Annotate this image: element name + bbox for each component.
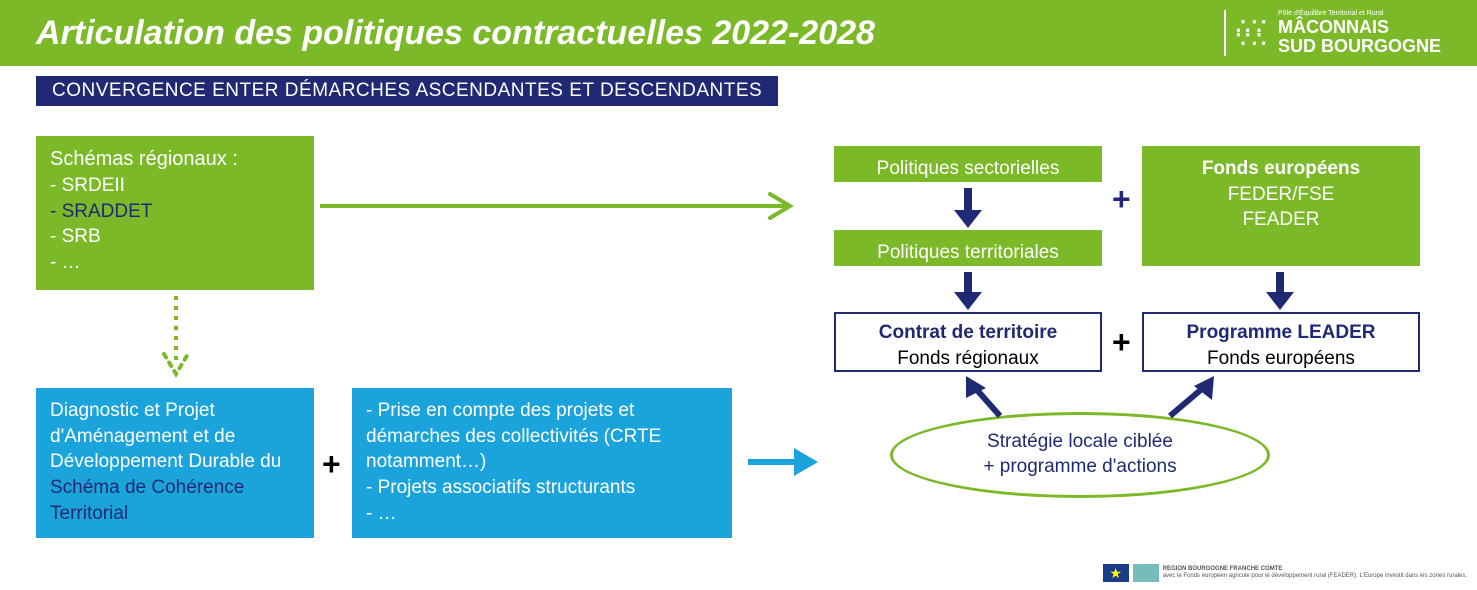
box-politiques-territoriales: Politiques territoriales	[834, 230, 1102, 266]
logo-dots-icon: ∴∵∵∴	[1236, 20, 1268, 46]
footer-region: REGION BOURGOGNE FRANCHE COMTE	[1163, 566, 1283, 572]
footer-note: avec le Fonds européen agricole pour le …	[1163, 573, 1467, 579]
logo-line1: MÂCONNAIS	[1278, 17, 1389, 37]
subtitle-bar: CONVERGENCE ENTER DÉMARCHES ASCENDANTES …	[36, 76, 778, 106]
page-title: Articulation des politiques contractuell…	[36, 14, 875, 53]
diagram-stage: Schémas régionaux :- SRDEII- SRADDET- SR…	[0, 106, 1477, 586]
logo-line2: SUD BOURGOGNE	[1278, 36, 1441, 56]
plus-sign-mid-right: +	[1112, 324, 1131, 361]
box-diagnostic-scot: Diagnostic et Projet d'Aménagement et de…	[36, 388, 314, 538]
plus-sign-left: +	[322, 446, 341, 483]
box-programme-leader: Programme LEADERFonds européens	[1142, 312, 1420, 372]
feader-icon	[1133, 564, 1159, 582]
ellipse-line1: Stratégie locale ciblée	[987, 431, 1173, 452]
box-schemas-regionaux: Schémas régionaux :- SRDEII- SRADDET- SR…	[36, 136, 314, 290]
ellipse-line2: + programme d'actions	[983, 456, 1176, 477]
plus-sign-top-right: +	[1112, 181, 1131, 218]
box-fonds-europeens: Fonds européensFEDER/FSEFEADER	[1142, 146, 1420, 266]
footer-logos: ★ REGION BOURGOGNE FRANCHE COMTE avec le…	[1103, 564, 1467, 582]
box-politiques-sectorielles: Politiques sectorielles	[834, 146, 1102, 182]
brand-logo: ∴∵∵∴ Pôle d'Équilibre Territorial et Rur…	[1224, 10, 1441, 55]
box-prise-en-compte: - Prise en compte des projets et démarch…	[352, 388, 732, 538]
box-contrat-territoire: Contrat de territoireFonds régionaux	[834, 312, 1102, 372]
title-banner: Articulation des politiques contractuell…	[0, 0, 1477, 66]
eu-flag-icon: ★	[1103, 564, 1129, 582]
ellipse-strategie-locale: Stratégie locale ciblée + programme d'ac…	[890, 412, 1270, 498]
